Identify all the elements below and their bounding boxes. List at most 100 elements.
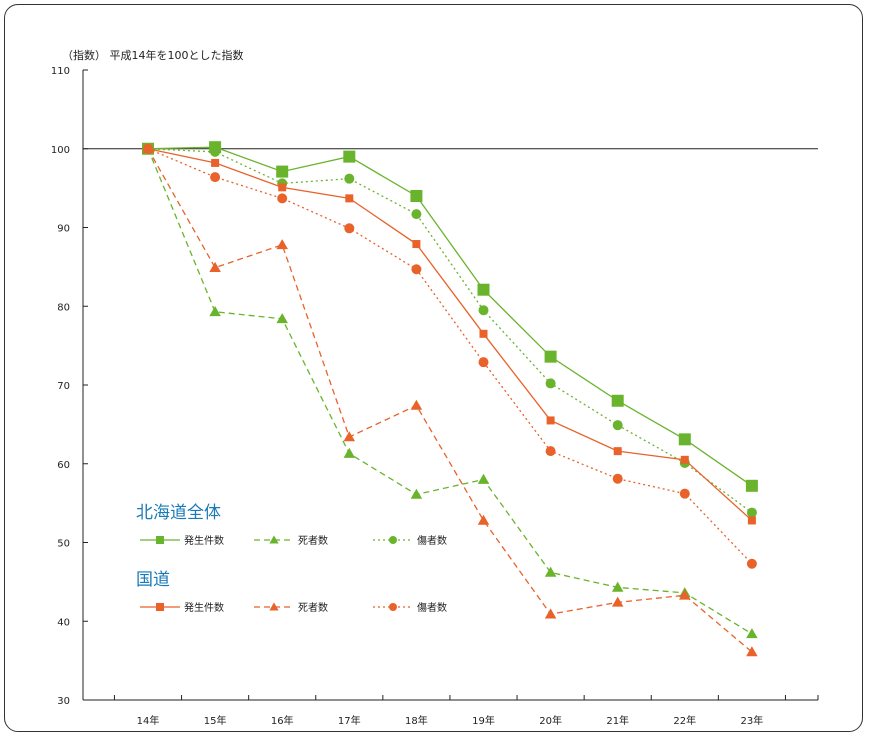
- series-1: [142, 141, 758, 492]
- legend-swatch-marker: [389, 536, 397, 544]
- x-tick-label: 16年: [271, 714, 294, 727]
- x-tick-label: 18年: [405, 714, 428, 727]
- series-line: [147, 148, 753, 653]
- data-point: [680, 455, 689, 464]
- data-point: [545, 446, 556, 457]
- x-tick-label: 17年: [338, 714, 361, 727]
- legend-group-title: 北海道全体: [136, 503, 221, 523]
- series-line: [147, 148, 753, 521]
- series-5: [142, 143, 758, 657]
- series-line: [147, 148, 753, 635]
- axes: 30 40 50 60 70 80 90 100 110 14年 15年 16年 17年 18年 19年 20…: [51, 66, 819, 727]
- data-point: [276, 165, 289, 178]
- data-point: [209, 306, 221, 317]
- data-point: [546, 416, 555, 425]
- series-4: [144, 144, 756, 525]
- data-point: [544, 350, 557, 363]
- data-point: [613, 447, 622, 456]
- data-point: [410, 190, 423, 202]
- legend-label: 死者数: [298, 601, 328, 614]
- data-point: [747, 516, 756, 525]
- legend-label: 傷者数: [417, 601, 447, 614]
- data-point: [477, 283, 490, 296]
- series-line: [147, 148, 753, 565]
- legend-label: 死者数: [298, 534, 328, 547]
- data-point: [746, 646, 758, 657]
- x-tick-label: 20年: [539, 714, 562, 727]
- data-point: [211, 158, 220, 167]
- data-point: [544, 608, 557, 619]
- y-tick-label: 80: [57, 302, 70, 313]
- series-layer: [142, 141, 758, 657]
- data-point: [611, 394, 624, 407]
- series-6: [143, 143, 757, 569]
- data-point: [478, 357, 489, 368]
- data-point: [343, 150, 356, 163]
- data-point: [210, 146, 221, 157]
- data-point: [679, 488, 690, 499]
- data-point: [343, 447, 356, 458]
- data-point: [544, 566, 557, 577]
- data-point: [746, 628, 758, 639]
- legend-swatch-marker: [269, 535, 279, 544]
- data-point: [612, 420, 623, 431]
- data-point: [343, 431, 356, 442]
- data-point: [545, 378, 556, 389]
- y-tick-label: 100: [51, 145, 70, 156]
- legend-swatch-marker: [156, 603, 164, 611]
- y-tick-label: 110: [51, 66, 70, 77]
- data-point: [478, 305, 489, 316]
- series-line: [147, 146, 753, 487]
- legend-swatch-marker: [269, 602, 279, 611]
- y-tick-label: 90: [57, 224, 70, 235]
- y-axis-unit-label: （指数） 平成14年を100とした指数: [62, 48, 244, 62]
- series-3: [143, 143, 757, 518]
- data-point: [344, 173, 355, 184]
- data-point: [411, 209, 422, 220]
- data-point: [477, 514, 490, 525]
- x-tick-label: 15年: [204, 714, 227, 727]
- x-tick-label: 14年: [137, 714, 160, 727]
- legend-swatch-marker: [389, 603, 397, 611]
- x-tick-label: 22年: [673, 714, 696, 727]
- data-point: [611, 581, 624, 592]
- series-line: [147, 148, 753, 514]
- series-2: [142, 143, 758, 639]
- data-point: [278, 183, 287, 192]
- x-tick-label: 19年: [472, 714, 495, 727]
- x-tick-label: 21年: [606, 714, 629, 727]
- data-point: [746, 558, 757, 569]
- data-point: [745, 479, 758, 492]
- legend-group-title: 国道: [136, 570, 170, 590]
- data-point: [477, 473, 490, 484]
- x-tick-label: 23年: [741, 714, 764, 727]
- data-point: [679, 589, 691, 600]
- data-point: [611, 596, 624, 607]
- data-point: [412, 240, 421, 249]
- data-point: [410, 399, 423, 410]
- y-tick-label: 70: [57, 381, 70, 392]
- y-tick-label: 60: [57, 460, 70, 471]
- y-tick-label: 50: [57, 539, 70, 550]
- data-point: [678, 433, 691, 446]
- data-point: [410, 488, 423, 499]
- data-point: [276, 313, 288, 324]
- legend-label: 傷者数: [417, 534, 447, 547]
- data-point: [746, 507, 757, 518]
- data-point: [209, 261, 221, 272]
- y-tick-label: 40: [57, 617, 70, 628]
- legend-swatch-marker: [156, 536, 164, 544]
- data-point: [479, 329, 488, 338]
- data-point: [210, 172, 221, 183]
- data-point: [277, 193, 288, 204]
- data-point: [143, 143, 153, 154]
- data-point: [411, 264, 422, 275]
- y-tick-label: 30: [57, 696, 70, 707]
- chart-frame: [4, 4, 863, 732]
- data-point: [345, 194, 354, 203]
- data-point: [276, 239, 288, 250]
